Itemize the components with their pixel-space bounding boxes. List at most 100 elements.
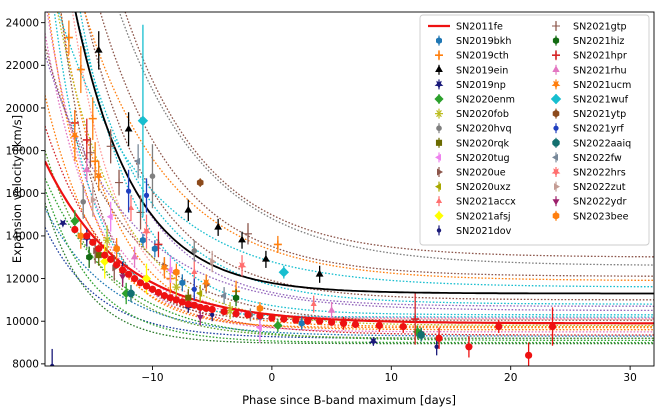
legend-marker-sn2021wuf bbox=[550, 93, 562, 105]
data-point-sn2020hvq bbox=[80, 198, 87, 205]
legend-label-sn2021yrf: SN2021yrf bbox=[573, 124, 624, 135]
data-point-sn2021ucm bbox=[160, 264, 169, 273]
data-point-sn2020rqk bbox=[95, 252, 102, 259]
legend-marker-sn2022hrs bbox=[551, 168, 561, 177]
data-point-sn2019bkh bbox=[298, 319, 305, 327]
y-tick-label: 12000 bbox=[6, 273, 39, 285]
data-point-sn2021wuf bbox=[137, 115, 149, 126]
data-point-sn2021gtp bbox=[86, 148, 95, 157]
legend-marker-sn2022aaiq bbox=[552, 139, 560, 147]
data-point-sn2022aaiq bbox=[417, 331, 425, 339]
legend-item-sn2021ucm: SN2021ucm bbox=[551, 79, 631, 91]
series-sn2021accx bbox=[127, 195, 317, 313]
fit-curve-17 bbox=[79, 12, 654, 316]
data-point-sn2021gtp bbox=[244, 229, 252, 238]
data-point-sn2019cth bbox=[76, 65, 85, 74]
data-point-sn2011fe bbox=[327, 318, 336, 326]
legend-marker-sn2020enm bbox=[434, 94, 444, 104]
data-point-sn2011fe bbox=[172, 296, 180, 304]
series-sn2023bee bbox=[77, 223, 264, 315]
x-tick-label: 10 bbox=[385, 372, 398, 384]
data-point-sn2021gtp bbox=[106, 142, 115, 151]
data-point-sn2020enm bbox=[273, 320, 283, 331]
legend-item-sn2020hvq: SN2020hvq bbox=[436, 123, 512, 135]
legend-marker-sn2021rhu bbox=[552, 65, 560, 72]
legend-marker-sn2020hvq bbox=[436, 125, 442, 131]
legend-marker-sn2021gtp bbox=[552, 22, 560, 30]
legend-marker-sn2023bee bbox=[552, 212, 560, 220]
data-point-sn2020hvq bbox=[149, 173, 156, 180]
legend: SN2011fe SN2019bkh SN2019cth SN2019ein SN201… bbox=[419, 14, 650, 246]
legend-marker-sn2020uxz bbox=[435, 183, 441, 191]
data-point-sn2011fe bbox=[101, 251, 109, 259]
data-point-sn2011fe bbox=[71, 225, 79, 234]
data-point-sn2021hpr bbox=[411, 315, 420, 324]
legend-label-sn2019cth: SN2019cth bbox=[456, 51, 509, 62]
legend-item-sn2020fob: SN2020fob bbox=[435, 108, 509, 120]
legend-item-sn2021hiz: SN2021hiz bbox=[552, 35, 624, 47]
series-sn2022ydr bbox=[119, 265, 204, 326]
legend-label-sn2021ucm: SN2021ucm bbox=[573, 80, 631, 91]
data-point-sn2011fe bbox=[119, 266, 127, 274]
fit-curve-8 bbox=[45, 95, 654, 331]
data-point-sn2021yrf bbox=[191, 286, 197, 292]
data-point-sn2022zut bbox=[90, 196, 97, 204]
y-tick-label: 10000 bbox=[6, 316, 39, 328]
data-point-sn2011fe bbox=[375, 321, 383, 330]
data-point-sn2020rqk bbox=[185, 294, 192, 301]
data-point-sn2019np bbox=[369, 337, 378, 347]
data-point-sn2011fe bbox=[154, 288, 163, 297]
data-point-sn2021hpr bbox=[154, 240, 163, 249]
series-sn2021hpr bbox=[70, 110, 420, 345]
fit-curve-22 bbox=[57, 12, 654, 288]
data-point-sn2011fe bbox=[465, 343, 473, 351]
data-point-sn2021hiz bbox=[232, 294, 240, 302]
data-point-sn2020tug bbox=[255, 324, 262, 332]
data-point-sn2023bee bbox=[173, 268, 180, 276]
x-tick-label: −10 bbox=[141, 372, 163, 384]
legend-item-sn2022fw: SN2022fw bbox=[552, 152, 622, 164]
data-point-sn2011fe bbox=[208, 305, 216, 314]
legend-marker-sn2019bkh bbox=[436, 37, 442, 45]
data-point-sn2011fe bbox=[495, 322, 503, 331]
data-point-sn2021ucm bbox=[201, 279, 211, 288]
fit-curve-5 bbox=[45, 150, 654, 339]
legend-marker-sn2021afsj bbox=[434, 211, 444, 221]
x-tick-label: 30 bbox=[623, 372, 636, 384]
legend-item-sn2021rhu: SN2021rhu bbox=[552, 64, 627, 76]
legend-label-sn2022fw: SN2022fw bbox=[573, 153, 622, 164]
legend-item-sn2020rqk: SN2020rqk bbox=[435, 137, 510, 149]
data-point-sn2019bkh bbox=[151, 245, 158, 253]
legend-label-sn2021ytp: SN2021ytp bbox=[573, 109, 626, 120]
legend-label-sn2019np: SN2019np bbox=[456, 80, 506, 91]
legend-item-sn2011fe: SN2011fe bbox=[428, 22, 503, 33]
data-point-sn2011fe bbox=[89, 238, 97, 246]
data-point-sn2011fe bbox=[124, 270, 133, 278]
data-point-sn2022fw bbox=[134, 157, 141, 165]
legend-label-sn2021rhu: SN2021rhu bbox=[573, 65, 627, 76]
legend-item-sn2019bkh: SN2019bkh bbox=[436, 35, 511, 47]
data-point-sn2022aaiq bbox=[127, 289, 135, 298]
legend-label-sn2021afsj: SN2021afsj bbox=[456, 211, 511, 222]
legend-label-sn2020tug: SN2020tug bbox=[456, 153, 510, 164]
data-point-sn2021afsj bbox=[100, 256, 110, 267]
data-point-sn2011fe bbox=[351, 320, 360, 329]
data-point-sn2021afsj bbox=[141, 274, 152, 284]
legend-item-sn2022ydr: SN2022ydr bbox=[552, 196, 626, 208]
y-tick-label: 20000 bbox=[6, 103, 39, 115]
data-point-sn2021accx bbox=[310, 300, 317, 306]
data-point-sn2011fe bbox=[244, 311, 252, 319]
y-axis-label: Expansion velocity [km/s] bbox=[10, 115, 24, 263]
legend-item-sn2019cth: SN2019cth bbox=[435, 50, 509, 62]
series-sn2022fw bbox=[134, 144, 227, 305]
series-sn2011fe bbox=[71, 225, 557, 366]
legend-item-sn2021wuf: SN2021wuf bbox=[550, 93, 629, 106]
data-point-sn2019ein bbox=[184, 205, 193, 213]
legend-marker-sn2022zut bbox=[554, 183, 560, 191]
legend-label-sn2021hiz: SN2021hiz bbox=[573, 36, 624, 47]
legend-marker-sn2021ytp bbox=[552, 109, 560, 118]
data-point-sn2023bee bbox=[113, 244, 120, 253]
data-point-sn2019ein bbox=[124, 124, 133, 132]
data-point-sn2021ucm bbox=[94, 172, 104, 181]
